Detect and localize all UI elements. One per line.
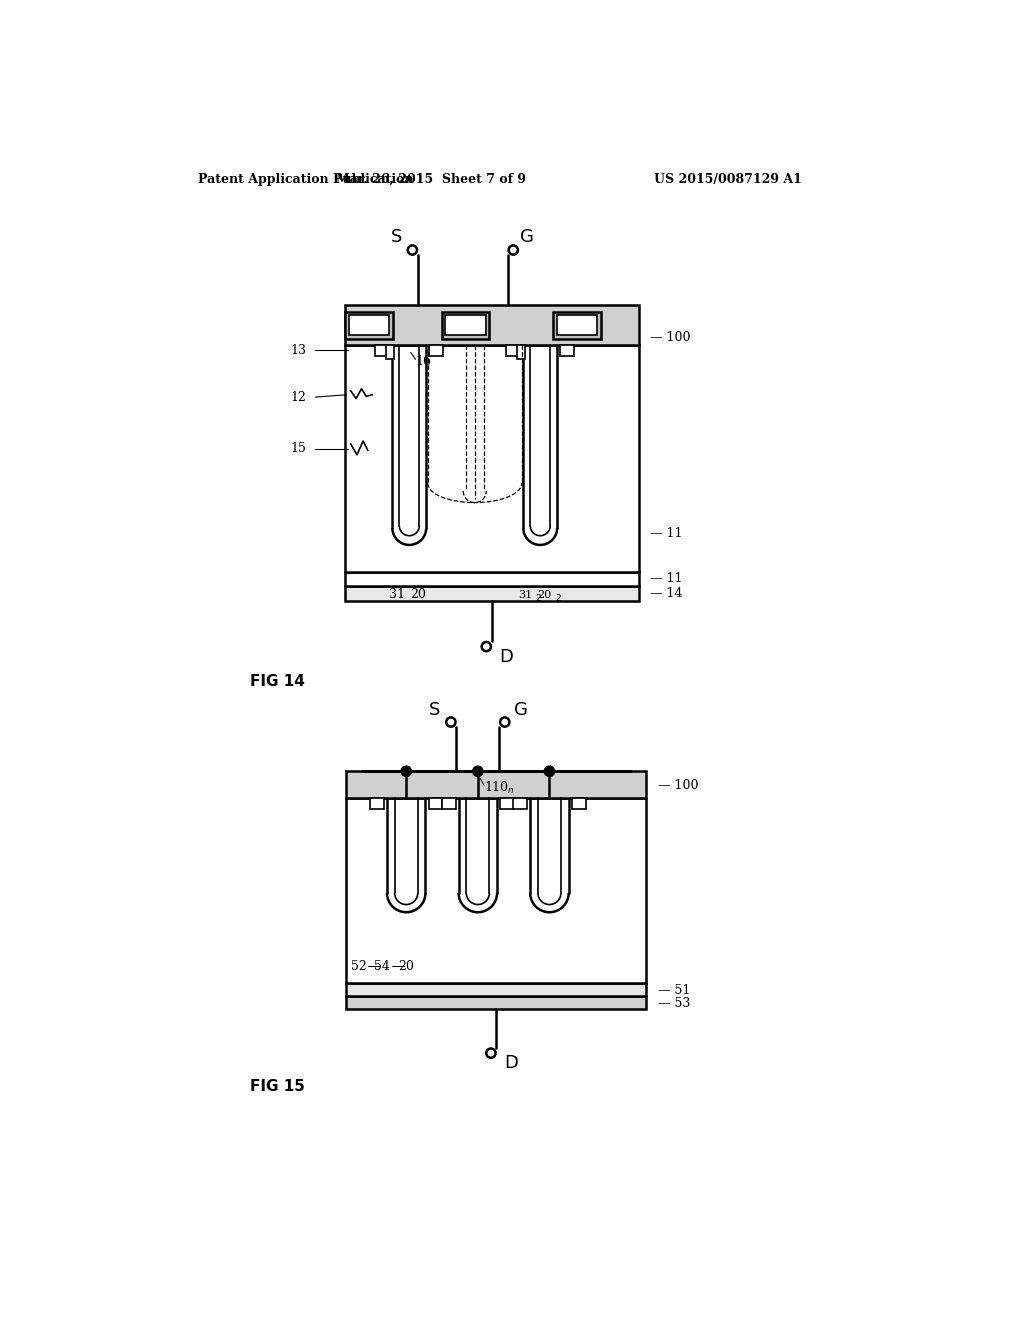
Circle shape bbox=[486, 1048, 496, 1057]
Text: — 11: — 11 bbox=[650, 527, 683, 540]
Text: 31: 31 bbox=[389, 589, 404, 602]
Text: FIG 15: FIG 15 bbox=[250, 1078, 305, 1094]
Bar bbox=[560, 345, 574, 355]
Bar bbox=[346, 771, 646, 799]
Text: — 11: — 11 bbox=[650, 573, 683, 585]
Text: 12: 12 bbox=[290, 391, 306, 404]
Text: — 14: — 14 bbox=[650, 587, 683, 601]
Text: 52: 52 bbox=[350, 960, 367, 973]
Text: S: S bbox=[390, 228, 401, 246]
Text: 2: 2 bbox=[536, 594, 542, 602]
Text: G: G bbox=[520, 228, 535, 246]
Circle shape bbox=[545, 767, 554, 776]
Circle shape bbox=[408, 246, 417, 255]
Bar bbox=[345, 305, 639, 345]
Text: 31: 31 bbox=[518, 590, 531, 601]
Bar bbox=[376, 345, 389, 355]
Text: 20: 20 bbox=[411, 589, 426, 602]
Bar bbox=[500, 799, 514, 809]
Bar bbox=[386, 345, 394, 359]
Bar bbox=[441, 799, 456, 809]
Text: FIG 14: FIG 14 bbox=[250, 675, 305, 689]
Bar bbox=[441, 312, 489, 339]
Bar bbox=[346, 983, 646, 997]
Bar bbox=[571, 799, 586, 809]
Bar bbox=[429, 345, 443, 355]
Text: — 51: — 51 bbox=[658, 983, 690, 997]
Text: D: D bbox=[504, 1055, 518, 1072]
Bar bbox=[506, 345, 520, 355]
Text: 20: 20 bbox=[398, 960, 414, 973]
Bar bbox=[345, 345, 639, 572]
Circle shape bbox=[401, 767, 411, 776]
Text: — 53: — 53 bbox=[658, 997, 690, 1010]
Text: 54: 54 bbox=[374, 960, 389, 973]
Bar bbox=[445, 315, 485, 335]
Bar bbox=[513, 799, 527, 809]
Circle shape bbox=[481, 642, 490, 651]
Text: Patent Application Publication: Patent Application Publication bbox=[199, 173, 414, 186]
Text: Mar. 26, 2015  Sheet 7 of 9: Mar. 26, 2015 Sheet 7 of 9 bbox=[336, 173, 526, 186]
Circle shape bbox=[509, 246, 518, 255]
Circle shape bbox=[473, 767, 482, 776]
Circle shape bbox=[446, 718, 456, 726]
Bar bbox=[553, 312, 601, 339]
Bar bbox=[517, 345, 525, 359]
Bar bbox=[345, 312, 393, 339]
Bar bbox=[345, 572, 639, 586]
Text: US 2015/0087129 A1: US 2015/0087129 A1 bbox=[654, 173, 802, 186]
Circle shape bbox=[500, 718, 509, 726]
Text: 15: 15 bbox=[290, 442, 306, 455]
Bar bbox=[345, 586, 639, 601]
Text: — 100: — 100 bbox=[658, 779, 698, 792]
Text: G: G bbox=[514, 701, 528, 718]
Bar bbox=[346, 799, 646, 983]
Text: 20: 20 bbox=[538, 590, 552, 601]
Text: D: D bbox=[500, 648, 513, 665]
Bar bbox=[349, 315, 389, 335]
Bar bbox=[370, 799, 384, 809]
Text: 16: 16 bbox=[416, 355, 431, 368]
Text: 2: 2 bbox=[556, 594, 561, 602]
Text: — 100: — 100 bbox=[650, 330, 691, 343]
Text: 13: 13 bbox=[290, 343, 306, 356]
Bar bbox=[429, 799, 442, 809]
Text: S: S bbox=[429, 701, 440, 718]
Bar bbox=[557, 315, 597, 335]
Text: 110$_n$: 110$_n$ bbox=[484, 779, 515, 796]
Bar bbox=[346, 997, 646, 1010]
